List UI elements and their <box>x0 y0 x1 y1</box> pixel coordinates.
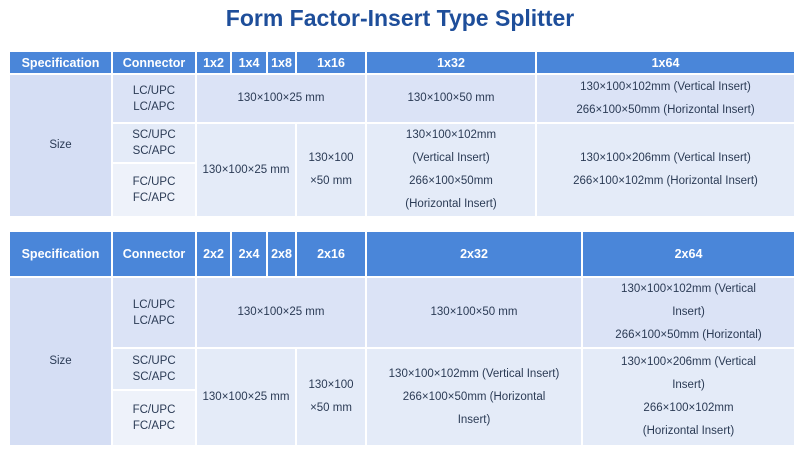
size-line: (Horizontal Insert) <box>405 198 497 210</box>
size-line: 266×100×102mm <box>643 402 734 414</box>
connector-lc: LC/UPC LC/APC <box>111 276 197 349</box>
size-cell: 130×100×206mm (Vertical Insert) 266×100×… <box>581 347 796 447</box>
size-cell: 130×100 ×50 mm <box>295 347 367 447</box>
connector-label: LC/UPC <box>132 84 176 97</box>
size-line: ×50 mm <box>310 402 352 414</box>
header-row: Specification Connector 2x2 2x4 2x8 2x16… <box>8 230 796 278</box>
table-row: SC/UPC SC/APC 130×100×25 mm 130×100 ×50 … <box>9 122 796 218</box>
size-cell: 130×100×25 mm <box>195 276 367 349</box>
table-row: FC/UPC FC/APC <box>9 389 795 447</box>
size-cell: 130×100×50 mm <box>365 73 537 124</box>
size-cell: 130×100×25 mm <box>195 347 297 447</box>
connector-label: SC/APC <box>132 145 176 157</box>
header-specification: Specification <box>8 50 113 75</box>
connector-lc: LC/UPC LC/APC <box>111 73 197 124</box>
size-line: 130×100×206mm (Vertical <box>621 356 756 368</box>
size-line: 130×100×102mm (Vertical Insert) <box>388 367 560 380</box>
size-cell: 130×100 ×50 mm <box>295 122 367 218</box>
header-2x64: 2x64 <box>581 230 796 278</box>
splitter-table-1x: Specification Connector 1x2 1x4 1x8 1x16… <box>8 50 796 218</box>
connector-label: LC/APC <box>133 314 175 327</box>
size-line: (Vertical Insert) <box>412 152 490 164</box>
header-1x16: 1x16 <box>295 50 367 75</box>
size-line: 130×100×206mm (Vertical Insert) <box>580 152 751 164</box>
header-1x4: 1x4 <box>230 50 268 75</box>
size-line: 266×100×102mm (Horizontal Insert) <box>573 175 758 187</box>
size-cell: 130×100×50 mm <box>365 276 583 349</box>
size-cell: 130×100×25 mm <box>195 122 297 218</box>
size-line: 266×100×50mm (Horizontal Insert) <box>576 103 755 116</box>
size-cell: 130×100×206mm (Vertical Insert) 266×100×… <box>535 122 796 218</box>
header-connector: Connector <box>111 50 197 75</box>
table-row: FC/UPC FC/APC <box>9 162 795 218</box>
size-line: Insert) <box>672 379 705 391</box>
connector-label: SC/APC <box>132 371 176 383</box>
header-2x8: 2x8 <box>266 230 297 278</box>
size-line: 130×100×102mm <box>405 129 497 141</box>
size-cell: 130×100×102mm (Vertical Insert) 266×100×… <box>365 122 537 218</box>
splitter-table-2x: Specification Connector 2x2 2x4 2x8 2x16… <box>8 230 796 447</box>
header-2x16: 2x16 <box>295 230 367 278</box>
size-cell: 130×100×102mm (Vertical Insert) 266×100×… <box>535 73 796 124</box>
size-line: (Horizontal Insert) <box>642 425 735 437</box>
connector-label: FC/APC <box>132 420 176 432</box>
connector-sc: SC/UPC SC/APC <box>111 347 197 391</box>
connector-label: LC/UPC <box>132 298 176 311</box>
page-title: Form Factor-Insert Type Splitter <box>225 5 575 31</box>
header-2x4: 2x4 <box>230 230 268 278</box>
connector-label: FC/UPC <box>132 176 176 188</box>
size-line: 130×100 <box>308 379 354 391</box>
table-row: Size LC/UPC LC/APC 130×100×25 mm 130×100… <box>8 276 796 447</box>
size-line: ×50 mm <box>310 175 352 187</box>
size-line: 130×100 <box>308 152 354 164</box>
size-line: 266×100×50mm <box>409 175 493 187</box>
header-1x64: 1x64 <box>535 50 796 75</box>
size-line: 266×100×50mm (Horizontal) <box>615 329 762 341</box>
connector-sc: SC/UPC SC/APC <box>111 122 197 164</box>
size-line: 130×100×102mm (Vertical Insert) <box>580 80 751 93</box>
size-line: 266×100×50mm (Horizontal <box>402 390 546 403</box>
header-connector: Connector <box>111 230 197 278</box>
size-cell: 130×100×102mm (Vertical Insert) 266×100×… <box>365 347 583 447</box>
header-row: Specification Connector 1x2 1x4 1x8 1x16… <box>8 50 796 75</box>
header-2x2: 2x2 <box>195 230 232 278</box>
size-line: 130×100×102mm (Vertical <box>621 283 756 295</box>
connector-label: SC/UPC <box>132 129 176 141</box>
size-label: Size <box>8 73 113 218</box>
header-1x2: 1x2 <box>195 50 232 75</box>
header-1x32: 1x32 <box>365 50 537 75</box>
header-2x32: 2x32 <box>365 230 583 278</box>
size-cell: 130×100×102mm (Vertical Insert) 266×100×… <box>581 276 796 349</box>
connector-label: FC/APC <box>132 192 176 204</box>
table-row: SC/UPC SC/APC 130×100×25 mm 130×100 ×50 … <box>9 347 796 447</box>
size-label: Size <box>8 276 113 447</box>
size-line: Insert) <box>457 413 491 426</box>
connector-fc: FC/UPC FC/APC <box>111 162 197 218</box>
size-line: Insert) <box>672 306 705 318</box>
connector-label: SC/UPC <box>132 355 176 367</box>
size-cell: 130×100×25 mm <box>195 73 367 124</box>
header-1x8: 1x8 <box>266 50 297 75</box>
connector-label: LC/APC <box>133 100 175 113</box>
connector-fc: FC/UPC FC/APC <box>111 389 197 447</box>
table-row: Size LC/UPC LC/APC 130×100×25 mm 130×100… <box>8 73 796 218</box>
connector-label: FC/UPC <box>132 404 176 416</box>
header-specification: Specification <box>8 230 113 278</box>
